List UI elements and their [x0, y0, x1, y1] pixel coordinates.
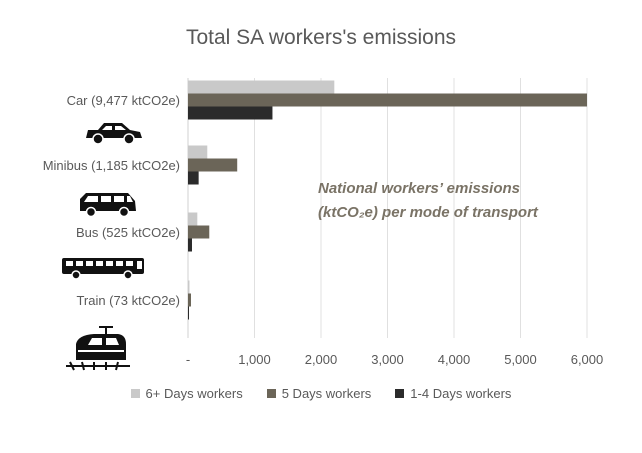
bar-0-2 [188, 212, 198, 226]
legend-item: 6+ Days workers [130, 386, 243, 401]
legend-label: 1-4 Days workers [410, 386, 512, 401]
bar-2-2 [188, 238, 192, 252]
chart-annotation: National workers’ emissions (ktCO₂e) per… [318, 177, 538, 225]
annotation-line-1: National workers’ emissions [318, 180, 521, 197]
legend-item: 1-4 Days workers [395, 386, 511, 401]
legend-label: 6+ Days workers [145, 386, 243, 401]
x-tick-label: 3,000 [371, 352, 404, 367]
car-icon [86, 123, 142, 145]
bar-1-0 [188, 93, 587, 107]
category-label: Train (73 ktCO2e) [76, 293, 180, 308]
bar-0-1 [188, 145, 208, 159]
legend-item: 5 Days workers [266, 386, 372, 401]
legend-swatch [395, 389, 405, 398]
annotation-line-2: (ktCO₂e) per mode of transport [318, 204, 538, 221]
bar-0-3 [188, 280, 190, 294]
x-tick-label: 2,000 [305, 352, 338, 367]
bar-2-3 [188, 306, 189, 320]
category-label: Car (9,477 ktCO2e) [67, 93, 180, 108]
x-tick-label: 1,000 [238, 352, 271, 367]
legend-label: 5 Days workers [281, 386, 372, 401]
bar-1-1 [188, 158, 238, 172]
bar-1-3 [188, 293, 191, 307]
bar-2-1 [188, 171, 199, 185]
chart-legend: 6+ Days workers 5 Days workers 1-4 Days wo… [0, 386, 642, 401]
x-tick-label: 4,000 [438, 352, 471, 367]
chart-title: Total SA workers's emissions [185, 26, 457, 49]
x-tick-label: 5,000 [504, 352, 537, 367]
bar-1-2 [188, 225, 210, 239]
x-tick-label: - [186, 352, 190, 367]
bar-0-0 [188, 80, 335, 94]
bar-2-0 [188, 106, 273, 120]
legend-swatch [266, 389, 276, 398]
category-label: Minibus (1,185 ktCO2e) [43, 158, 180, 173]
bus-icon [62, 258, 144, 280]
x-tick-label: 6,000 [571, 352, 604, 367]
category-label: Bus (525 ktCO2e) [76, 225, 180, 240]
train-icon [66, 326, 130, 371]
minibus-icon [80, 193, 136, 218]
legend-swatch [130, 389, 140, 398]
